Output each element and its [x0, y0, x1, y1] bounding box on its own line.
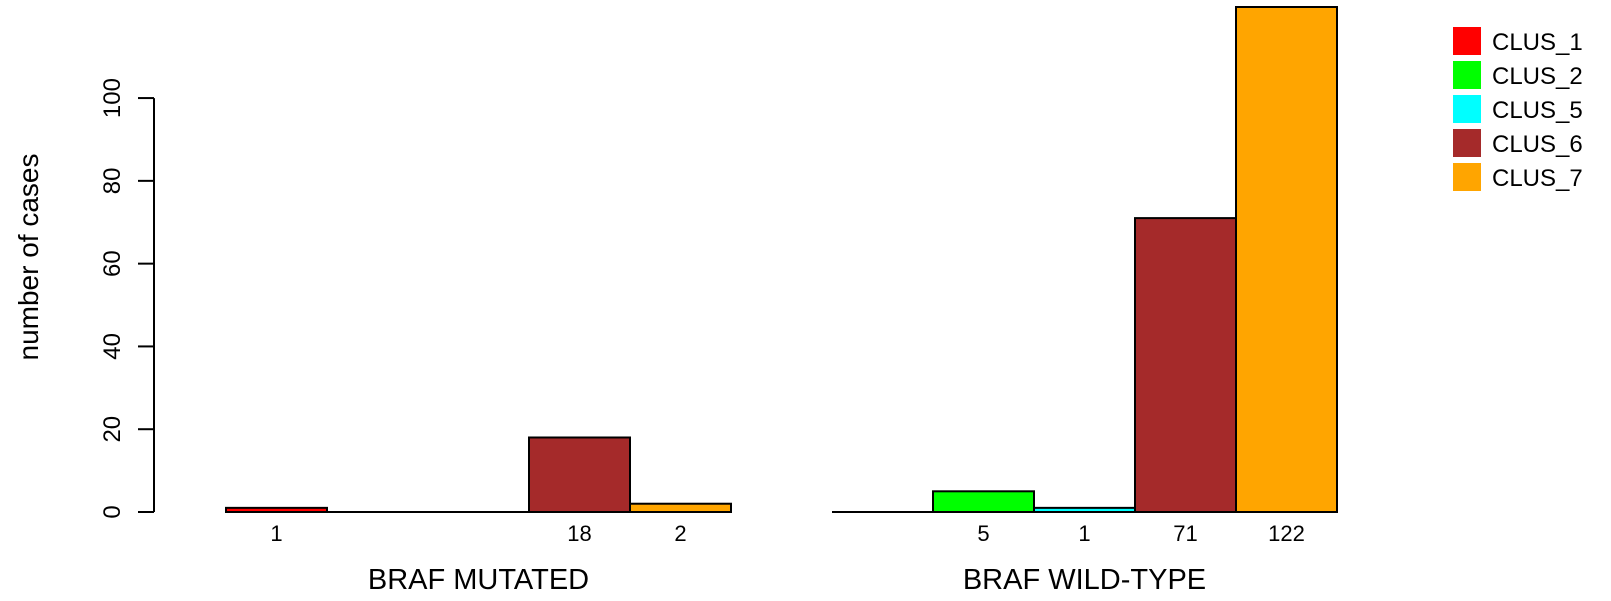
bar-value-label: 2	[674, 521, 686, 546]
legend-swatch	[1453, 95, 1481, 123]
legend-label: CLUS_2	[1492, 63, 1583, 90]
legend-label: CLUS_7	[1492, 165, 1583, 192]
bar-value-label: 122	[1268, 521, 1305, 546]
bar	[629, 502, 732, 514]
y-tick-label: 80	[99, 168, 126, 195]
group-label: BRAF WILD-TYPE	[963, 564, 1206, 596]
legend: CLUS_1 CLUS_2 CLUS_5 CLUS_6 CLUS_7	[1453, 27, 1583, 192]
bar-value-label: 18	[567, 521, 591, 546]
bars	[225, 6, 1338, 514]
bar	[932, 490, 1035, 514]
bar	[1235, 6, 1338, 513]
y-axis-title: number of cases	[13, 154, 44, 361]
legend-swatch	[1453, 129, 1481, 157]
bar	[1134, 217, 1237, 513]
y-tick-label: 100	[99, 78, 126, 118]
bar-value-label: 1	[270, 521, 282, 546]
y-axis: 0 20 40 60 80 100	[99, 78, 155, 519]
y-tick-label: 20	[99, 416, 126, 443]
bar	[528, 436, 631, 513]
y-tick-label: 0	[99, 505, 126, 518]
y-tick-label: 60	[99, 250, 126, 277]
y-tick-label: 40	[99, 333, 126, 360]
bar-value-label: 5	[977, 521, 989, 546]
bar-labels: 1 18 2 5 1 71 122	[270, 521, 1304, 546]
legend-swatch	[1453, 27, 1481, 55]
bar-value-label: 1	[1078, 521, 1090, 546]
group-labels: BRAF MUTATED BRAF WILD-TYPE	[368, 564, 1206, 596]
legend-swatch	[1453, 163, 1481, 191]
legend-label: CLUS_6	[1492, 131, 1583, 158]
group-label: BRAF MUTATED	[368, 564, 589, 596]
legend-label: CLUS_1	[1492, 29, 1583, 56]
bar-value-label: 71	[1173, 521, 1197, 546]
bar	[225, 506, 328, 514]
legend-label: CLUS_5	[1492, 97, 1583, 124]
bar	[1033, 506, 1136, 514]
legend-swatch	[1453, 61, 1481, 89]
